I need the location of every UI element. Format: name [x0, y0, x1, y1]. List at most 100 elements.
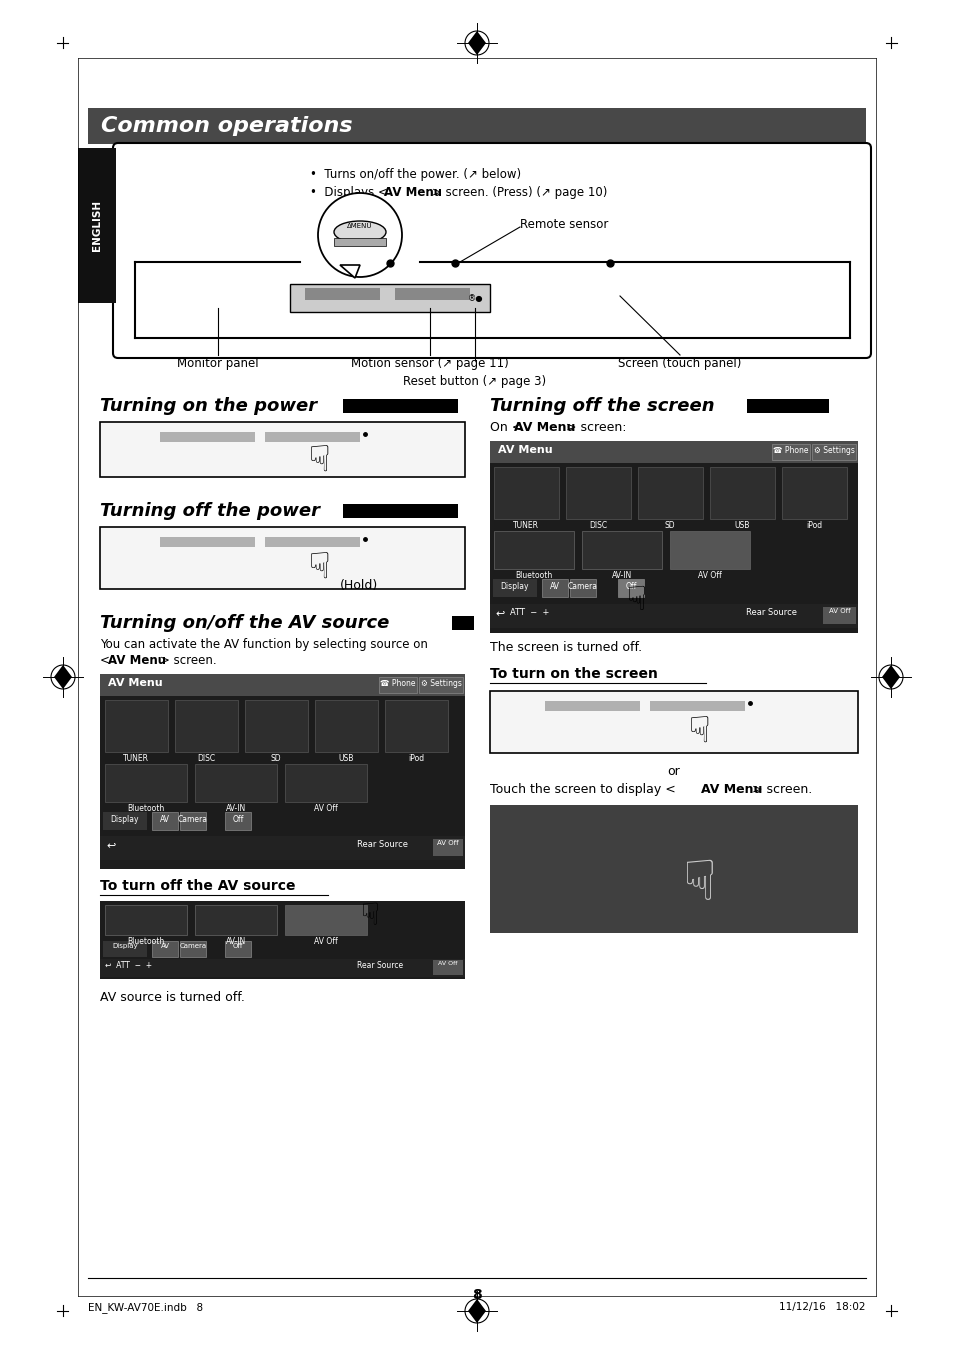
Text: Turning on the power: Turning on the power	[100, 397, 316, 414]
Text: (Hold): (Hold)	[339, 580, 377, 592]
Bar	[160, 538, 254, 547]
Bar	[290, 284, 490, 311]
Text: or: or	[667, 765, 679, 779]
Text: 8: 8	[472, 1288, 481, 1303]
Bar	[100, 674, 464, 869]
Bar	[160, 432, 254, 441]
Text: Rear Source: Rear Source	[745, 608, 796, 617]
Text: To turn off the AV source: To turn off the AV source	[100, 879, 295, 894]
Text: TUNER: TUNER	[513, 521, 538, 529]
Bar	[541, 580, 567, 597]
Text: ®●: ®●	[468, 294, 483, 303]
Text: Display: Display	[500, 582, 529, 590]
Text: AV Off: AV Off	[828, 608, 850, 613]
Text: Common operations: Common operations	[101, 116, 353, 135]
Bar	[103, 812, 147, 830]
Text: Remote sensor: Remote sensor	[519, 218, 608, 232]
Text: AV-IN: AV-IN	[226, 937, 246, 946]
Text: AV: AV	[550, 582, 559, 590]
Text: Camera: Camera	[178, 815, 208, 825]
Bar	[100, 422, 464, 477]
Text: ☎ Phone: ☎ Phone	[380, 678, 416, 688]
Polygon shape	[54, 665, 71, 689]
Text: Camera: Camera	[179, 942, 207, 949]
Text: Display: Display	[111, 815, 139, 825]
Text: AV Menu: AV Menu	[514, 421, 575, 435]
Bar	[100, 674, 464, 696]
Text: AV Menu: AV Menu	[700, 783, 761, 796]
Bar	[490, 441, 857, 463]
Text: ☎ Phone: ☎ Phone	[773, 445, 808, 455]
Text: Off: Off	[233, 815, 243, 825]
Bar	[152, 941, 178, 957]
Text: ENGLISH: ENGLISH	[91, 199, 102, 250]
Bar	[669, 531, 749, 569]
Text: ↩: ↩	[106, 839, 115, 850]
Bar	[100, 959, 464, 978]
Text: AV Off: AV Off	[314, 937, 337, 946]
Text: > screen.: > screen.	[160, 654, 216, 668]
Text: ☞: ☞	[350, 902, 379, 929]
Text: > screen.: > screen.	[751, 783, 811, 796]
Text: AV Menu: AV Menu	[108, 678, 162, 688]
Bar	[314, 700, 377, 751]
Text: Off: Off	[624, 582, 636, 590]
Ellipse shape	[334, 221, 386, 242]
Text: The screen is turned off.: The screen is turned off.	[490, 640, 641, 654]
Bar	[494, 531, 574, 569]
Text: ☞: ☞	[297, 444, 332, 477]
Text: SD: SD	[664, 521, 675, 529]
Text: ☞: ☞	[614, 584, 647, 613]
Bar	[245, 700, 308, 751]
Text: iPod: iPod	[408, 754, 424, 764]
Bar	[265, 538, 359, 547]
Text: Camera: Camera	[567, 582, 598, 590]
Text: AV Off: AV Off	[437, 961, 457, 965]
Bar	[100, 835, 464, 860]
Text: •  Turns on/off the power. (↗ below): • Turns on/off the power. (↗ below)	[310, 168, 520, 181]
Bar	[395, 288, 470, 301]
Bar	[103, 941, 147, 957]
Bar	[433, 839, 462, 856]
Text: EN_KW-AV70E.indb   8: EN_KW-AV70E.indb 8	[88, 1303, 203, 1313]
Text: ☞: ☞	[678, 715, 711, 747]
Text: iPod: iPod	[805, 521, 821, 529]
Bar	[105, 904, 187, 936]
Bar	[581, 531, 661, 569]
Bar	[194, 764, 276, 802]
Text: Monitor panel: Monitor panel	[177, 357, 258, 370]
Text: ↩  ATT  −  +: ↩ ATT − +	[105, 961, 152, 969]
Bar	[105, 764, 187, 802]
Polygon shape	[468, 1298, 485, 1323]
Text: AV: AV	[160, 815, 170, 825]
Text: USB: USB	[338, 754, 354, 764]
Text: •  Displays <: • Displays <	[310, 185, 388, 199]
Text: To turn on the screen: To turn on the screen	[490, 668, 658, 681]
Text: AV-IN: AV-IN	[611, 571, 632, 580]
Bar	[569, 580, 596, 597]
Bar	[490, 441, 857, 634]
Text: On <: On <	[490, 421, 521, 435]
Text: AV Menu: AV Menu	[497, 445, 552, 455]
Bar	[152, 812, 178, 830]
Text: > screen:: > screen:	[565, 421, 626, 435]
Polygon shape	[882, 665, 899, 689]
Bar	[618, 580, 643, 597]
Bar	[194, 904, 276, 936]
Bar	[781, 467, 846, 519]
Text: Turning off the power: Turning off the power	[100, 502, 319, 520]
Text: AV Menu: AV Menu	[384, 185, 441, 199]
Text: SD: SD	[271, 754, 281, 764]
Text: Display: Display	[112, 942, 137, 949]
Bar	[225, 812, 251, 830]
Text: DISC: DISC	[196, 754, 214, 764]
Text: Turning on/off the AV source: Turning on/off the AV source	[100, 613, 389, 632]
Text: ⚙ Settings: ⚙ Settings	[420, 678, 461, 688]
Bar	[88, 108, 865, 144]
Bar	[285, 904, 367, 936]
Text: Touch the screen to display <: Touch the screen to display <	[490, 783, 675, 796]
Text: 11/12/16   18:02: 11/12/16 18:02	[779, 1303, 865, 1312]
Text: ⚙ Settings: ⚙ Settings	[813, 445, 854, 455]
Bar	[105, 700, 168, 751]
Bar	[174, 700, 237, 751]
